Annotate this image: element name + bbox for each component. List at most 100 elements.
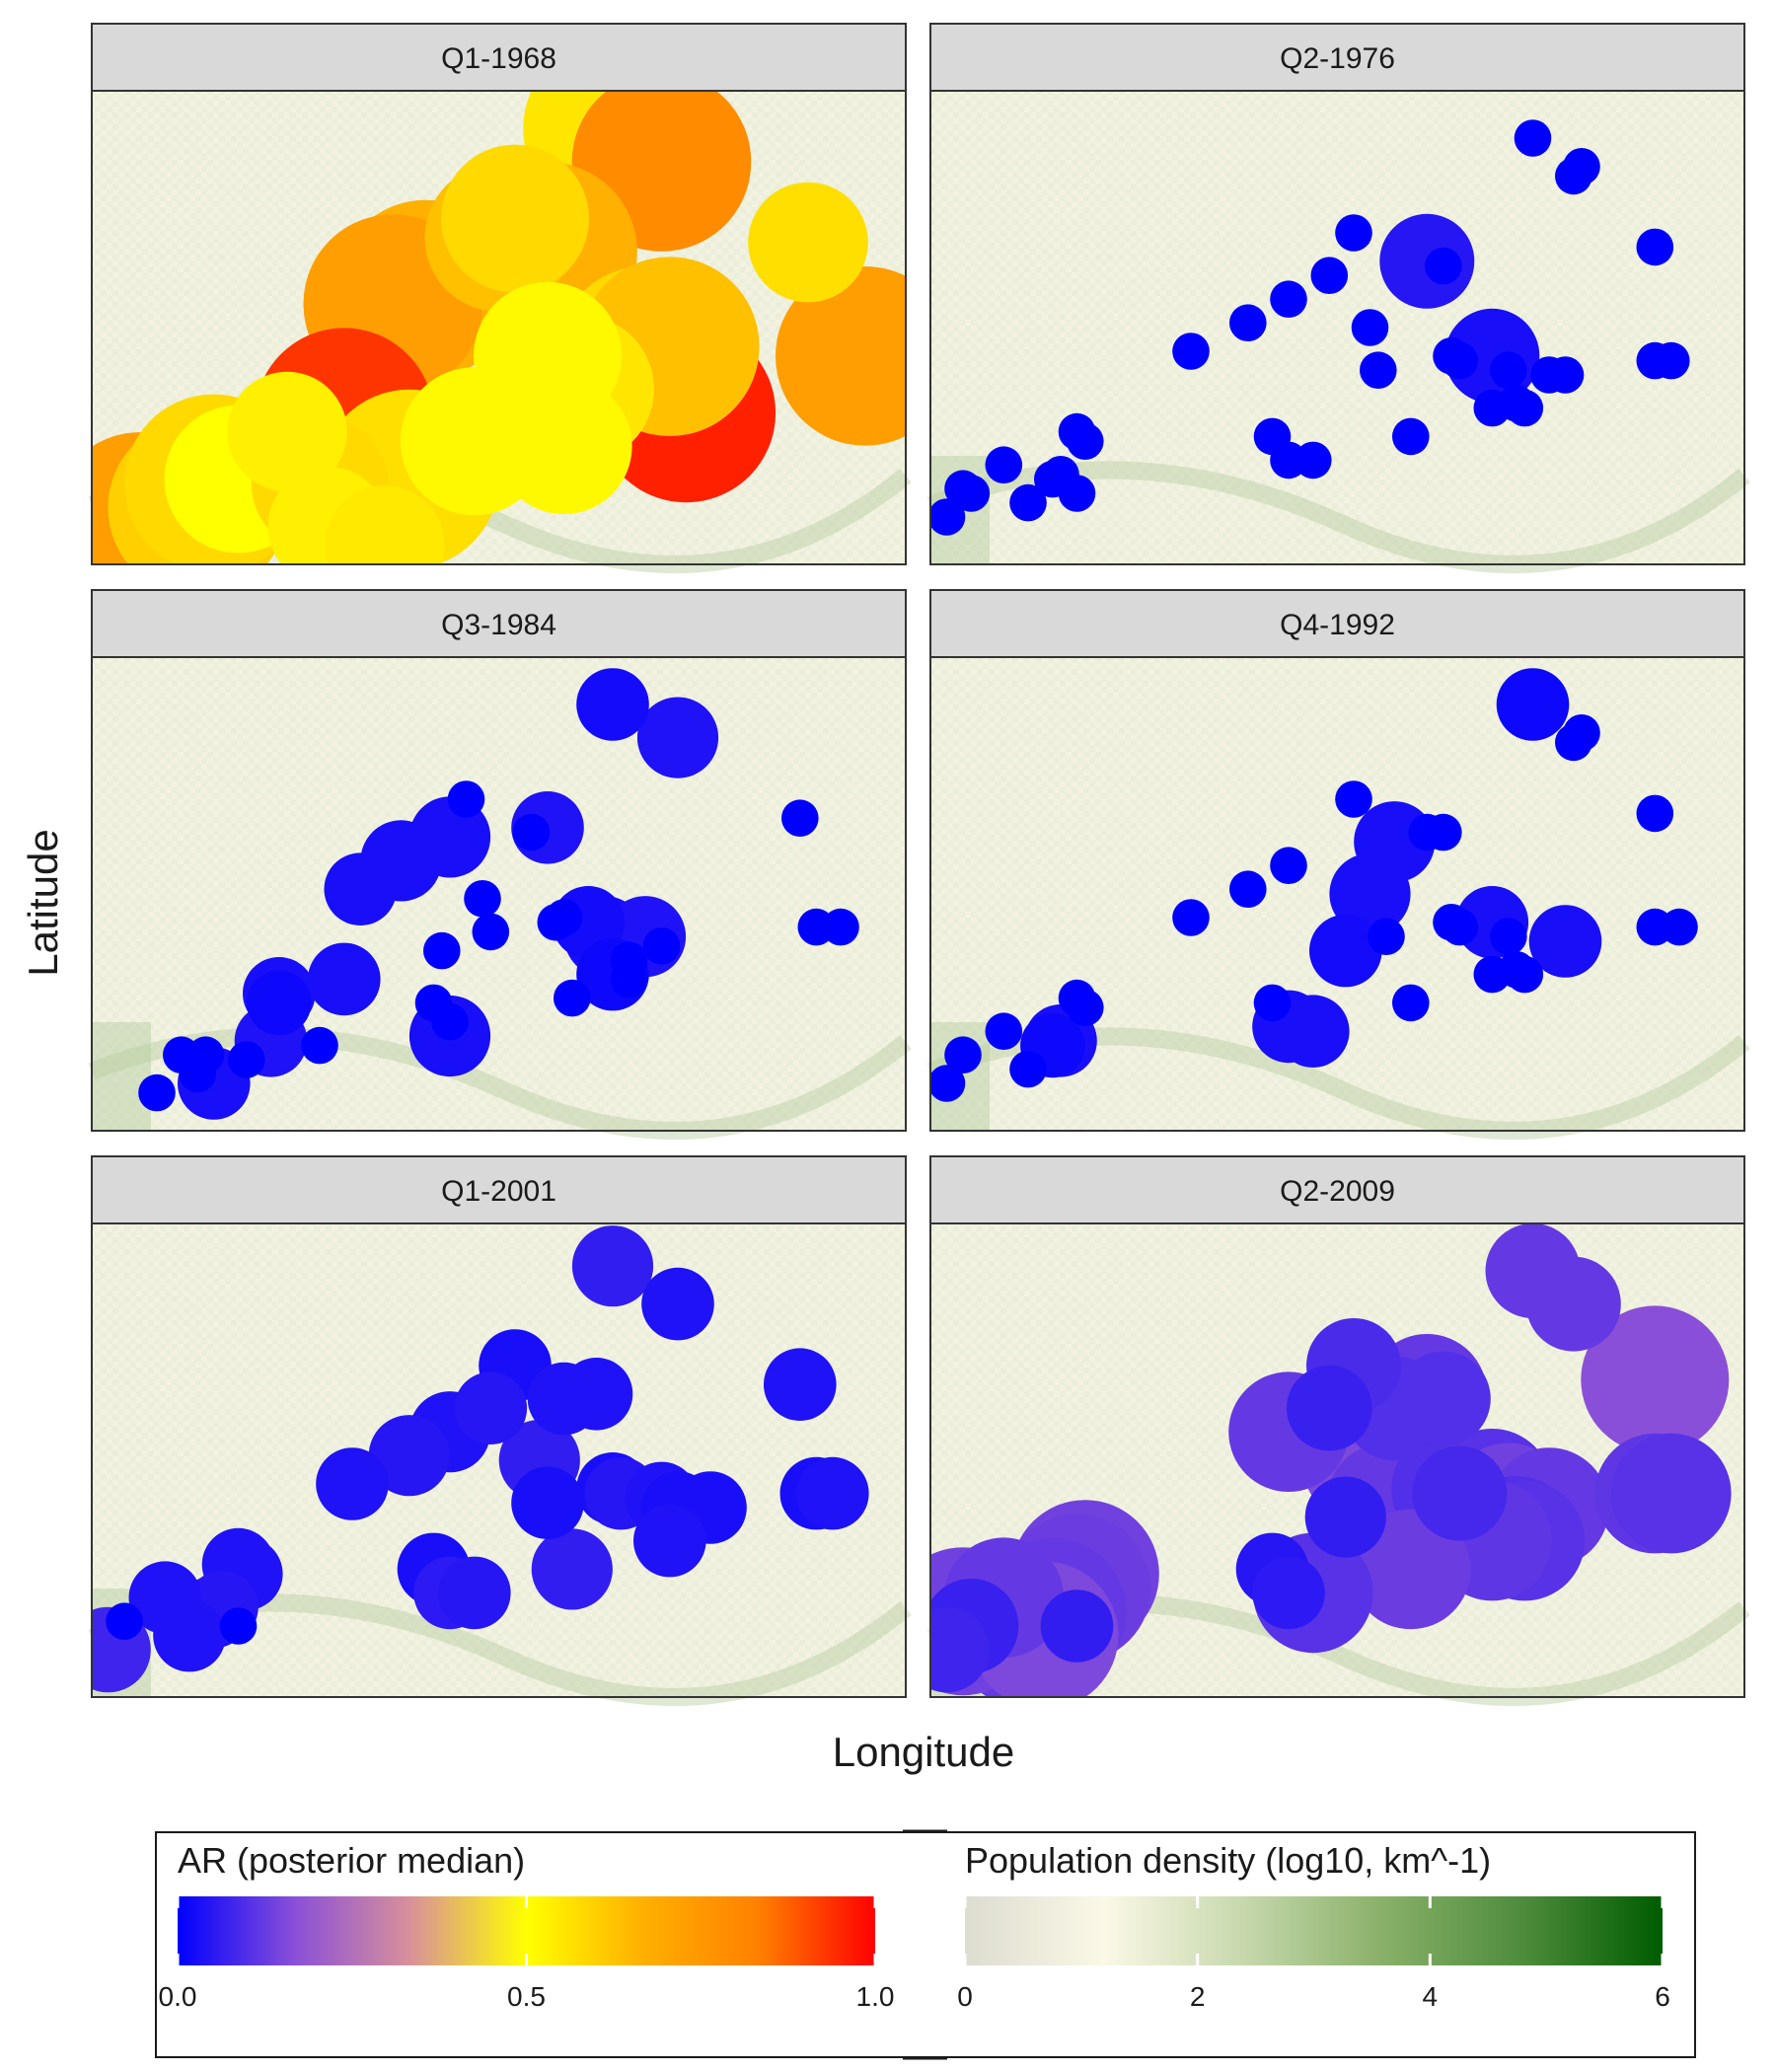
site-point: [1473, 389, 1512, 427]
site-point: [571, 1225, 654, 1307]
panel-q2-2009: Q2-2009: [926, 1155, 1750, 1706]
site-point: [1287, 1365, 1372, 1451]
site-point: [1661, 908, 1698, 946]
points-layer: [930, 668, 1698, 1102]
site-point: [138, 1073, 176, 1112]
facet-label: Q1-2001: [441, 1175, 556, 1208]
panel-q4-1992: Q4-1992: [926, 589, 1750, 1140]
facet-strip: [91, 589, 907, 658]
site-point: [1172, 333, 1210, 370]
dense-area-band: [88, 1027, 912, 1140]
site-point: [1392, 984, 1430, 1022]
legend-title: AR (posterior median): [178, 1840, 525, 1881]
legend-colorbar: [965, 1896, 1663, 1965]
site-point: [1412, 1445, 1508, 1541]
panel-q1-2001: Q1-2001: [88, 1155, 912, 1706]
site-point: [944, 1036, 982, 1073]
facet-panels: Q1-1968 Q2-1976 Q3-1984 Q4-1992 Q1-2001 Q2-20…: [88, 23, 1750, 1706]
dense-area-corner: [92, 1022, 151, 1131]
site-point: [1009, 1050, 1047, 1088]
site-point: [1368, 918, 1405, 955]
panel-border: [91, 656, 907, 1132]
site-point: [1496, 668, 1570, 741]
site-point: [930, 1065, 966, 1102]
site-point: [1490, 351, 1527, 390]
site-point: [454, 1371, 528, 1444]
points-layer: [930, 119, 1690, 536]
facet-label: Q3-1984: [441, 609, 556, 641]
site-point: [1514, 119, 1552, 157]
site-point: [1270, 280, 1307, 319]
site-point: [1506, 389, 1544, 427]
site-point: [1009, 483, 1047, 522]
site-point: [1473, 955, 1512, 994]
site-point: [1270, 847, 1307, 884]
legend-tick-label: 2: [1190, 1981, 1206, 2012]
facet-label: Q2-1976: [1280, 42, 1395, 75]
site-point: [1563, 714, 1600, 752]
site-point: [985, 446, 1023, 484]
site-point: [1309, 914, 1382, 988]
site-point: [227, 371, 347, 492]
site-point: [1335, 780, 1372, 818]
site-point: [781, 799, 819, 837]
site-point: [1351, 309, 1389, 346]
site-point: [1433, 904, 1470, 941]
points-layer: [92, 91, 906, 564]
facet-label: Q4-1992: [1280, 609, 1395, 641]
site-point: [472, 913, 510, 951]
site-point: [610, 960, 648, 999]
site-point: [1395, 1351, 1491, 1446]
site-point: [316, 1447, 389, 1520]
site-point: [301, 1026, 338, 1065]
site-point: [1304, 1476, 1386, 1558]
site-point: [1528, 905, 1602, 978]
facet-label: Q1-1968: [441, 42, 556, 75]
site-point: [1425, 247, 1462, 285]
site-point: [512, 813, 551, 851]
panel-border: [929, 90, 1745, 565]
site-point: [576, 668, 649, 741]
site-point: [1360, 351, 1397, 390]
legend-tick-label: 0: [957, 1981, 973, 2012]
site-point: [554, 979, 591, 1017]
site-point: [1636, 228, 1674, 266]
site-point: [1433, 337, 1470, 375]
site-point: [952, 475, 991, 512]
site-point: [1229, 870, 1267, 908]
site-point: [1611, 1433, 1732, 1554]
site-point: [1040, 1590, 1114, 1663]
facet-strip: [91, 23, 907, 92]
panel-border: [91, 1222, 907, 1698]
site-point: [1506, 955, 1544, 994]
site-point: [447, 780, 485, 818]
site-point: [1581, 1305, 1730, 1454]
site-point: [822, 908, 859, 946]
panel-border: [929, 656, 1745, 1132]
site-point: [930, 498, 966, 536]
site-point: [1563, 148, 1600, 185]
site-point: [764, 1348, 837, 1421]
site-point: [1058, 412, 1096, 451]
site-point: [1310, 257, 1349, 295]
site-point: [431, 1002, 469, 1041]
panel-border: [91, 90, 907, 565]
points-layer: [92, 1225, 869, 1693]
site-point: [1546, 356, 1585, 394]
site-point: [106, 1602, 143, 1640]
facet-strip: [929, 589, 1745, 658]
site-point: [1525, 1256, 1621, 1352]
site-point: [464, 880, 501, 918]
site-point: [930, 1606, 990, 1693]
site-point: [441, 144, 589, 293]
panel-q2-1976: Q2-1976: [926, 23, 1750, 573]
legend-tick-label: 0.0: [159, 1981, 197, 2012]
facet-strip: [91, 1155, 907, 1224]
legend-tick-label: 4: [1423, 1981, 1439, 2012]
site-point: [1252, 1556, 1325, 1630]
facet-strip: [929, 1155, 1745, 1224]
panel-q1-1968: Q1-1968: [88, 23, 912, 573]
site-point: [368, 1415, 450, 1497]
site-point: [642, 927, 681, 965]
